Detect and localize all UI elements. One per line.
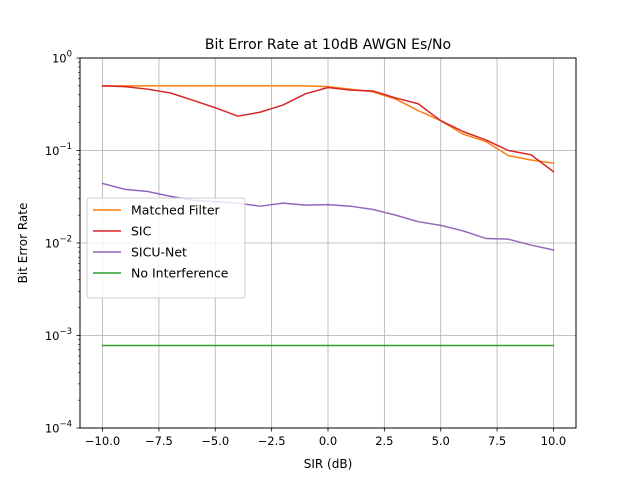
x-tick-label: −2.5 [258, 434, 286, 448]
x-tick-label: −10.0 [85, 434, 120, 448]
y-tick-label: 100 [52, 50, 72, 66]
x-tick-label: 2.5 [375, 434, 393, 448]
legend-entry-label: SICU-Net [131, 245, 187, 260]
x-axis-label: SIR (dB) [304, 457, 353, 471]
legend-entry-label: Matched Filter [131, 203, 221, 218]
x-tick-label: −5.0 [201, 434, 229, 448]
legend: Matched Filter SIC SICU-Net No Interference [86, 197, 246, 299]
legend-entry-label: SIC [131, 224, 152, 239]
y-axis-label: Bit Error Rate [16, 203, 30, 284]
x-tick-label: 0.0 [319, 434, 337, 448]
legend-box [86, 197, 246, 299]
legend-entry-label: No Interference [131, 266, 229, 281]
y-tick-label: 10−3 [45, 327, 72, 343]
x-tick-label: 7.5 [488, 434, 506, 448]
series-line-matched-filter [101, 85, 555, 164]
x-tick-label: −7.5 [145, 434, 173, 448]
y-tick-label: 10−4 [45, 420, 72, 436]
y-tick-label: 10−2 [45, 235, 72, 251]
x-tick-label: 10.0 [541, 434, 567, 448]
x-tick-label: 5.0 [432, 434, 450, 448]
y-tick-label: 10−1 [45, 142, 72, 158]
axis-ticks: −10.0 −7.5 −5.0 −2.5 0.0 2.5 5.0 7.5 10.0 100 10−1… [45, 50, 566, 449]
series-lines [101, 85, 555, 347]
chart-title: Bit Error Rate at 10dB AWGN Es/No [205, 37, 451, 53]
series-line-sic [101, 85, 555, 173]
